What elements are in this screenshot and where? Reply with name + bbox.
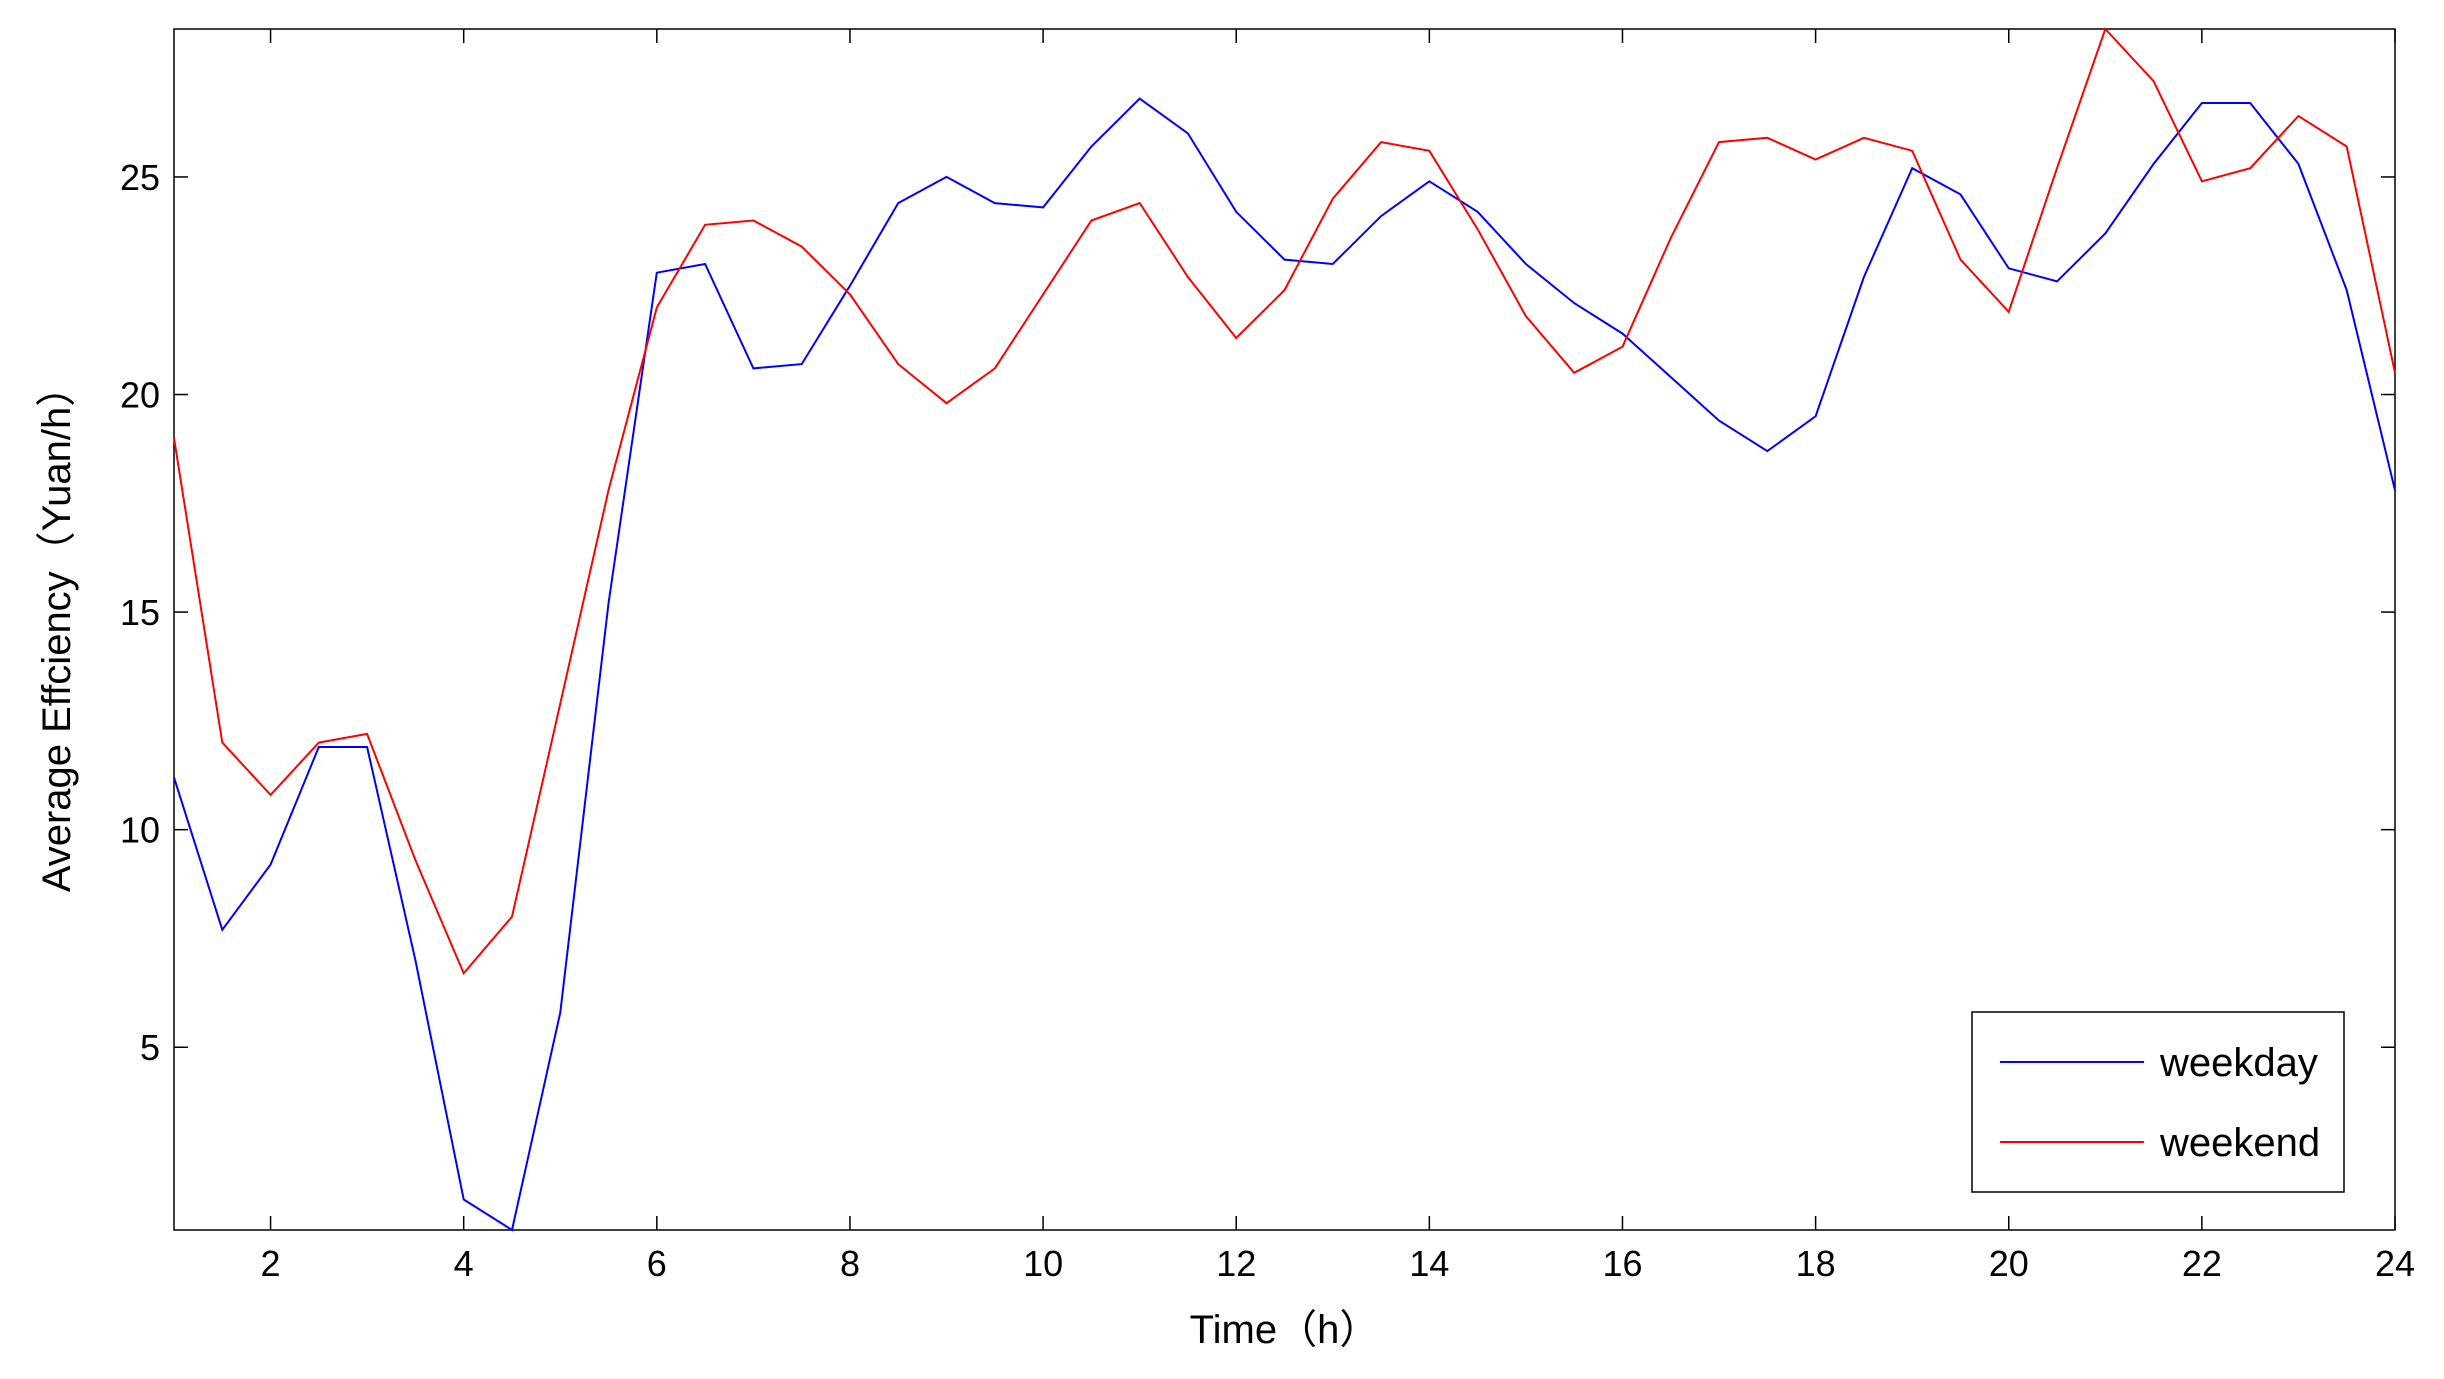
x-tick-label: 2 xyxy=(261,1243,281,1284)
legend-label-weekend: weekend xyxy=(2159,1121,2320,1165)
x-tick-label: 16 xyxy=(1602,1243,1642,1284)
x-tick-label: 12 xyxy=(1216,1243,1256,1284)
legend: weekday weekend xyxy=(1971,1011,2345,1193)
x-tick-label: 18 xyxy=(1796,1243,1836,1284)
x-tick-label: 22 xyxy=(2182,1243,2222,1284)
y-tick-label: 25 xyxy=(120,157,160,198)
series-line-weekday xyxy=(173,97,2396,1232)
legend-label-weekday: weekday xyxy=(2159,1041,2318,1085)
x-tick-label: 10 xyxy=(1023,1243,1063,1284)
x-tick-label: 4 xyxy=(454,1243,474,1284)
x-tick-label: 6 xyxy=(647,1243,667,1284)
series-lines xyxy=(173,27,2396,1232)
series-line-weekend xyxy=(173,27,2396,976)
x-tick-label: 8 xyxy=(840,1243,860,1284)
x-tick-label: 24 xyxy=(2375,1243,2415,1284)
y-axis-title: Average Effciency（Yuan/h） xyxy=(35,367,79,893)
y-tick-label: 15 xyxy=(120,592,160,633)
x-tick-label: 14 xyxy=(1409,1243,1449,1284)
y-tick-label: 5 xyxy=(140,1027,160,1068)
x-tick-label: 20 xyxy=(1989,1243,2029,1284)
x-axis-title: Time（h） xyxy=(1190,1308,1380,1352)
y-tick-label: 20 xyxy=(120,375,160,416)
y-tick-label: 10 xyxy=(120,810,160,851)
legend-box xyxy=(1971,1011,2345,1193)
